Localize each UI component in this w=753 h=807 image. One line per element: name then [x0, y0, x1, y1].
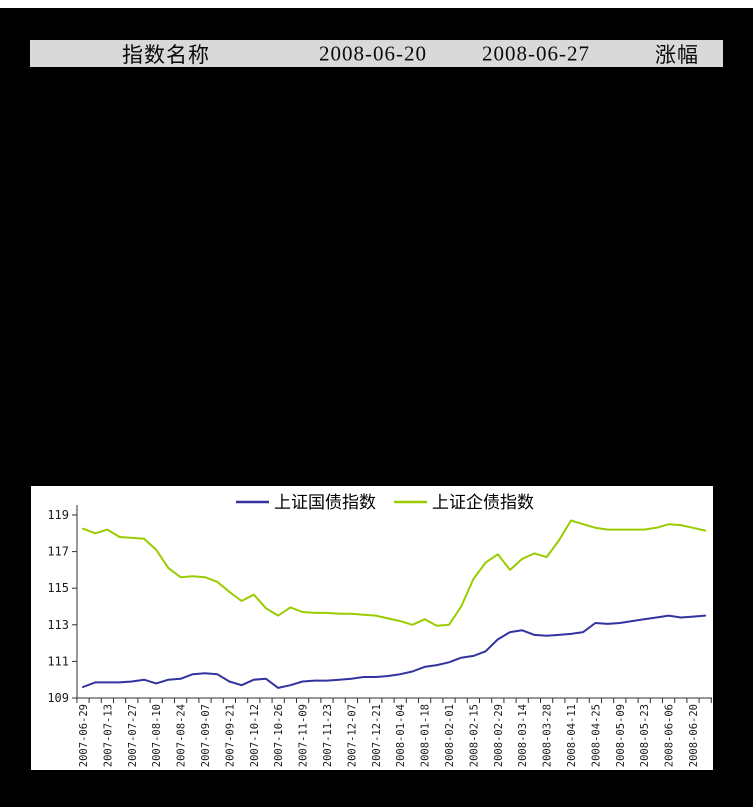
column-header-change: 涨幅 [655, 42, 699, 67]
x-tick-label: 2007-09-07 [200, 704, 212, 767]
x-tick-label: 2007-08-10 [151, 704, 163, 767]
x-tick-label: 2007-09-21 [224, 704, 236, 767]
x-tick-label: 2007-06-29 [78, 704, 90, 767]
x-tick-label: 2007-11-09 [298, 704, 310, 767]
x-tick-label: 2008-03-14 [517, 704, 529, 767]
top-strip [0, 0, 753, 8]
x-tick-label: 2007-10-12 [249, 704, 261, 767]
x-tick-label: 2007-07-13 [102, 704, 114, 767]
legend-label: 上证国债指数 [274, 493, 376, 512]
x-tick-label: 2008-06-20 [688, 704, 700, 767]
x-tick-label: 2007-08-24 [176, 704, 188, 767]
x-tick-label: 2008-05-23 [639, 704, 651, 767]
chart-panel: 119 117 115 113 111 109 2007-06-29 2007-07-13 20… [31, 486, 713, 770]
y-tick-label: 111 [47, 654, 69, 668]
x-tick-label: 2008-06-06 [664, 704, 676, 767]
x-tick-label: 2008-03-28 [542, 704, 554, 767]
y-tick-label: 115 [47, 581, 69, 595]
column-header-date-1: 2008-06-20 [319, 41, 427, 65]
bond-index-line-chart: 119 117 115 113 111 109 2007-06-29 2007-07-13 20… [47, 493, 712, 767]
series-line [82, 519, 707, 627]
y-tick-label: 117 [47, 545, 69, 559]
y-tick-label: 109 [47, 691, 69, 705]
legend-label: 上证企债指数 [432, 493, 534, 512]
column-header-date-2: 2008-06-27 [482, 41, 590, 65]
x-tick-label: 2008-02-29 [493, 704, 505, 767]
series-line [82, 614, 707, 689]
y-tick-label: 119 [47, 508, 69, 522]
x-tick-label: 2007-12-07 [346, 704, 358, 767]
y-tick-label: 113 [47, 618, 69, 632]
x-tick-label: 2008-01-18 [420, 704, 432, 767]
x-tick-label: 2008-02-15 [468, 704, 480, 767]
table-header-row: 指数名称 2008-06-20 2008-06-27 涨幅 [30, 40, 723, 67]
x-tick-label: 2008-01-04 [395, 704, 407, 767]
x-tick-label: 2008-04-11 [566, 704, 578, 767]
x-tick-label: 2008-05-09 [615, 704, 627, 767]
x-tick-label: 2008-02-01 [444, 704, 456, 767]
x-tick-label: 2008-04-25 [590, 704, 602, 767]
x-tick-label: 2007-07-27 [127, 704, 139, 767]
x-tick-label: 2007-12-21 [371, 704, 383, 767]
column-header-index-name: 指数名称 [122, 42, 210, 67]
x-tick-label: 2007-11-23 [322, 704, 334, 767]
x-tick-label: 2007-10-26 [273, 704, 285, 767]
